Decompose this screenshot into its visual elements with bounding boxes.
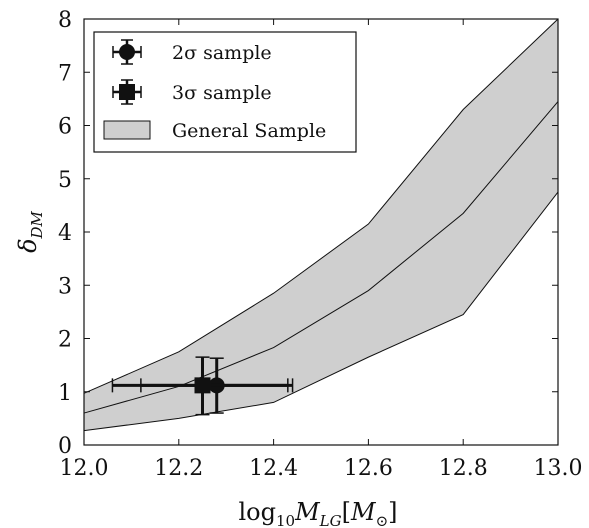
- legend-circle-marker: [119, 44, 135, 60]
- x-tick-label: 12.0: [60, 456, 109, 481]
- y-tick-label: 2: [58, 328, 72, 353]
- legend-item: 3σ sample: [112, 79, 272, 105]
- y-tick-label: 3: [58, 274, 72, 299]
- legend-item: 2σ sample: [112, 39, 272, 65]
- legend-label: General Sample: [172, 120, 326, 142]
- band-median-line: [83, 101, 559, 414]
- band-lower-line: [83, 191, 559, 432]
- legend-band-swatch: [103, 120, 151, 140]
- data-point-3sigma: [111, 356, 289, 416]
- x-tick-label: 12.8: [439, 456, 488, 481]
- legend-square-marker: [119, 84, 135, 100]
- band-upper-line: [83, 18, 559, 394]
- y-tick-label: 8: [58, 8, 72, 33]
- legend-label: 3σ sample: [172, 82, 272, 104]
- x-tick-label: 12.2: [154, 456, 203, 481]
- plot-area: [83, 18, 559, 446]
- x-axis-label: log10MLG[M⊙]: [238, 498, 397, 528]
- x-tick-label: 12.4: [249, 456, 298, 481]
- square-marker: [194, 377, 211, 394]
- y-tick-label: 6: [58, 115, 72, 140]
- legend: 2σ sample 3σ sample General Sample: [93, 31, 357, 153]
- x-axis-ticks: 12.0 12.2 12.4 12.6 12.8 13.0: [60, 19, 583, 481]
- x-tick-label: 12.6: [344, 456, 393, 481]
- y-tick-label: 5: [58, 168, 72, 193]
- y-tick-label: 0: [58, 434, 72, 459]
- y-tick-label: 1: [58, 381, 72, 406]
- legend-item: General Sample: [103, 120, 326, 142]
- y-tick-label: 7: [58, 61, 72, 86]
- legend-label: 2σ sample: [172, 42, 272, 64]
- x-tick-label: 13.0: [534, 456, 583, 481]
- y-axis-ticks: 0 1 2 3 4 5 6 7 8: [58, 8, 558, 459]
- band-area: [84, 19, 558, 431]
- y-tick-label: 4: [58, 221, 72, 246]
- y-axis-label: δDM: [14, 210, 46, 252]
